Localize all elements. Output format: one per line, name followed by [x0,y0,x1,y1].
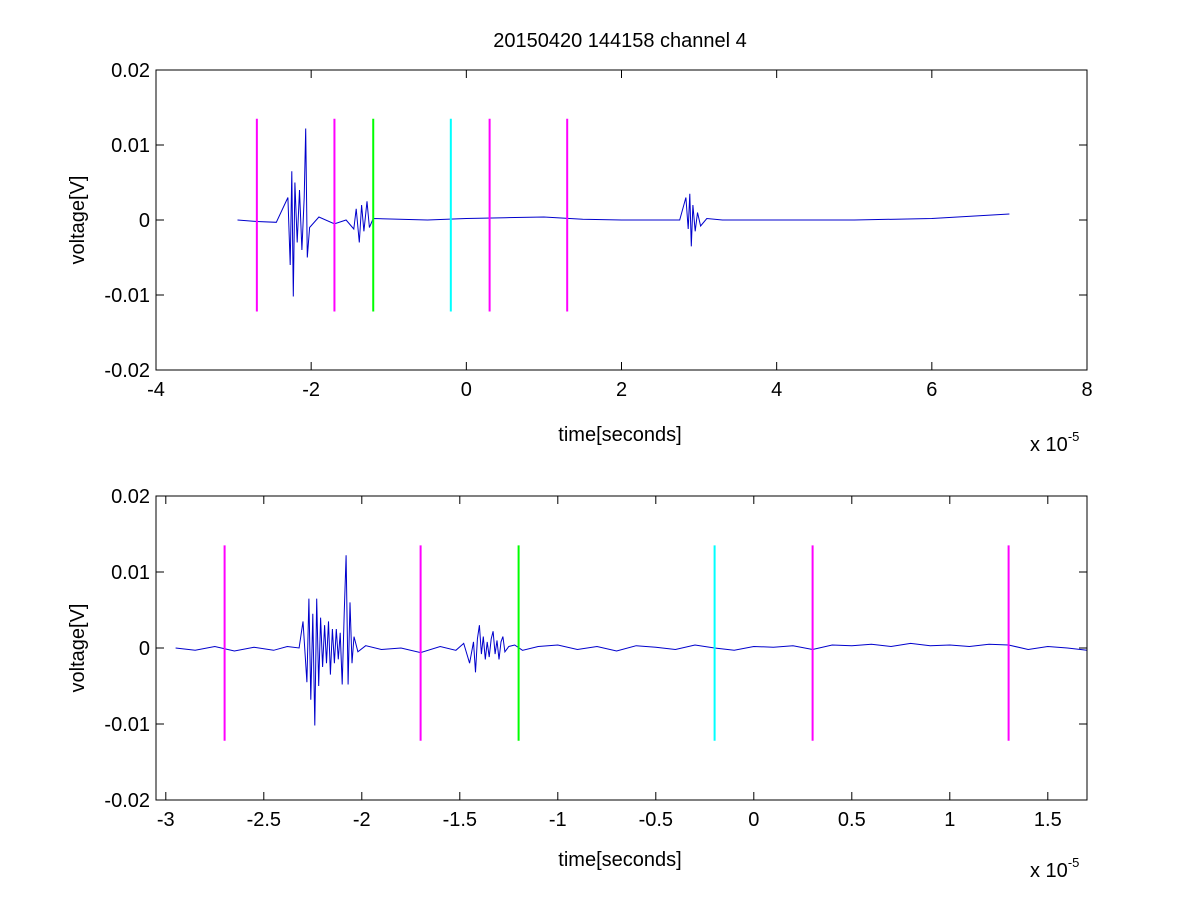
top-x-tick-label: 4 [771,379,782,401]
bottom-x-tick-label: -2.5 [247,809,281,831]
bottom-x-tick-label: 1.5 [1034,809,1062,831]
top-x-exponent-power: -5 [1068,429,1080,444]
bottom-y-tick-label: 0 [139,638,150,660]
bottom-x-tick-label: 1 [944,809,955,831]
bottom-y-tick-label: 0.01 [111,562,150,584]
top-x-tick-label: 0 [461,379,472,401]
top-x-tick-label: 2 [616,379,627,401]
top-x-tick-label: -4 [147,379,165,401]
top-ticks: -4 -2 0 2 4 6 8 -0.02 -0.01 0 0.01 0.02 [104,60,1092,401]
top-y-tick-label: -0.01 [104,285,150,307]
top-x-tick-label: 6 [926,379,937,401]
bottom-x-tick-label: 0.5 [838,809,866,831]
bottom-x-exponent-base: x 10 [1030,860,1068,882]
bottom-ticks: -3 -2.5 -2 -1.5 -1 -0.5 0 0.5 1 1.5 -0.02 -0.01 0 0.0… [104,486,1087,831]
bottom-y-tick-label: -0.02 [104,790,150,812]
bottom-x-tick-label: -3 [157,809,175,831]
top-x-exponent-base: x 10 [1030,434,1068,456]
bottom-x-tick-label: -1 [549,809,567,831]
top-x-axis-label: time[seconds] [558,424,681,446]
bottom-plot-marks [175,545,1088,741]
top-y-tick-label: 0.02 [111,60,150,82]
bottom-x-tick-label: -1.5 [443,809,477,831]
top-plot-marks [237,118,1010,312]
top-y-tick-label: 0.01 [111,135,150,157]
bottom-y-tick-label: -0.01 [104,714,150,736]
top-subplot: -4 -2 0 2 4 6 8 -0.02 -0.01 0 0.01 0.02 time[second… [67,60,1093,456]
top-x-tick-label: -2 [302,379,320,401]
bottom-x-tick-label: 0 [748,809,759,831]
top-signal-line [237,128,1010,297]
bottom-x-exponent-power: -5 [1068,855,1080,870]
top-x-tick-label: 8 [1081,379,1092,401]
figure-title: 20150420 144158 channel 4 [493,30,747,52]
top-y-axis-label: voltage[V] [67,176,89,265]
bottom-x-tick-label: -0.5 [639,809,673,831]
bottom-signal-line [175,555,1088,726]
bottom-x-tick-label: -2 [353,809,371,831]
bottom-y-tick-label: 0.02 [111,486,150,508]
bottom-y-axis-label: voltage[V] [67,604,89,693]
bottom-x-axis-label: time[seconds] [558,849,681,871]
bottom-x-exponent: x 10-5 [1030,855,1079,882]
bottom-subplot: -3 -2.5 -2 -1.5 -1 -0.5 0 0.5 1 1.5 -0.02 -0.01 0 0.0… [67,486,1088,882]
top-y-tick-label: 0 [139,210,150,232]
top-y-tick-label: -0.02 [104,360,150,382]
top-x-exponent: x 10-5 [1030,429,1079,456]
